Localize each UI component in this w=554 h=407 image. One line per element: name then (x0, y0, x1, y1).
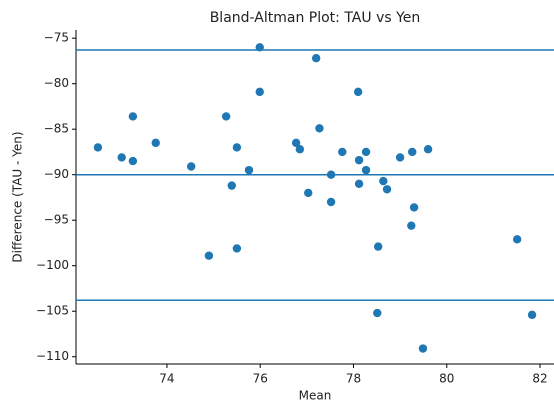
point (227, 181, 236, 190)
point (232, 244, 242, 253)
point (407, 221, 416, 230)
point (527, 310, 537, 320)
point (512, 235, 522, 244)
y-tick-label: −95 (44, 213, 69, 227)
x-tick-label: 82 (532, 372, 547, 386)
point (373, 308, 382, 318)
point (117, 153, 126, 162)
point (353, 87, 363, 97)
point (338, 147, 347, 157)
y-tick-label: −85 (44, 122, 69, 136)
point (379, 176, 388, 186)
x-tick-label: 74 (159, 372, 174, 386)
y-tick-label: −80 (44, 76, 69, 90)
x-axis-label: Mean (299, 389, 332, 403)
x-tick-label: 80 (439, 372, 454, 386)
y-tick-label: −105 (36, 304, 69, 318)
point (311, 54, 321, 63)
point (295, 145, 305, 154)
point (354, 179, 364, 189)
point (151, 138, 160, 148)
point (128, 112, 138, 121)
point (186, 162, 196, 171)
x-tick-label: 78 (346, 372, 361, 386)
point (354, 155, 364, 165)
point (326, 170, 336, 179)
point (291, 138, 301, 148)
point (418, 344, 428, 353)
chart-title: Bland-Altman Plot: TAU vs Yen (210, 10, 421, 26)
y-tick-label: −100 (36, 258, 69, 272)
y-tick-label: −75 (44, 31, 69, 45)
point (315, 124, 324, 133)
y-tick-label: −90 (44, 167, 69, 181)
point (232, 143, 242, 152)
point (93, 143, 103, 152)
point (361, 165, 371, 175)
x-tick-label: 76 (253, 372, 268, 386)
point (204, 251, 214, 260)
point (326, 197, 336, 207)
point (395, 153, 405, 162)
point (373, 242, 383, 251)
point (304, 188, 313, 198)
point (255, 87, 264, 97)
point (244, 165, 254, 175)
point (361, 147, 371, 157)
point (408, 147, 417, 157)
point (382, 185, 392, 194)
point (409, 203, 419, 212)
point (128, 156, 138, 166)
point (221, 112, 231, 121)
y-axis-label: Difference (TAU - Yen) (11, 131, 25, 262)
y-tick-label: −110 (36, 349, 69, 363)
point (423, 145, 433, 154)
point (255, 43, 264, 52)
